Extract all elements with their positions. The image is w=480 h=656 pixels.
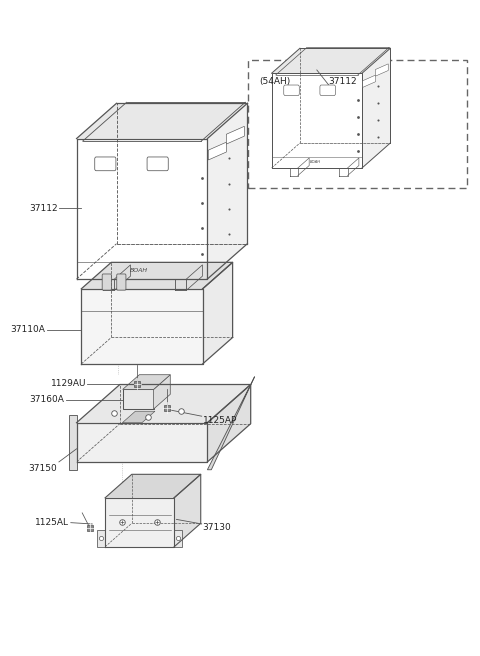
Polygon shape — [207, 377, 254, 470]
Text: 37112: 37112 — [29, 204, 58, 213]
FancyBboxPatch shape — [320, 85, 336, 96]
Text: (54AH): (54AH) — [259, 77, 290, 85]
Polygon shape — [203, 262, 233, 364]
FancyBboxPatch shape — [95, 157, 116, 171]
Polygon shape — [122, 411, 155, 422]
FancyBboxPatch shape — [117, 274, 126, 290]
Polygon shape — [227, 127, 244, 144]
Text: BOAH: BOAH — [130, 268, 148, 273]
Text: 1129AU: 1129AU — [50, 379, 86, 388]
Text: 1125AP: 1125AP — [203, 417, 237, 425]
Text: BOAH: BOAH — [310, 160, 321, 164]
Text: 37110A: 37110A — [11, 325, 46, 335]
Polygon shape — [76, 103, 247, 138]
Polygon shape — [105, 474, 201, 498]
Polygon shape — [76, 384, 251, 422]
Polygon shape — [174, 474, 201, 547]
Bar — [97, 529, 105, 547]
Polygon shape — [76, 422, 207, 462]
Polygon shape — [76, 138, 207, 279]
Polygon shape — [154, 375, 170, 409]
Text: 37160A: 37160A — [30, 396, 65, 404]
Bar — [248, 60, 467, 188]
Text: 1125AL: 1125AL — [36, 518, 70, 527]
Bar — [174, 529, 182, 547]
Polygon shape — [105, 498, 174, 547]
Polygon shape — [81, 289, 203, 364]
Polygon shape — [123, 375, 170, 390]
Polygon shape — [81, 262, 233, 289]
Text: 37130: 37130 — [203, 523, 231, 532]
Polygon shape — [69, 415, 76, 470]
Polygon shape — [363, 75, 375, 87]
FancyBboxPatch shape — [102, 274, 111, 290]
Polygon shape — [208, 142, 227, 160]
Polygon shape — [272, 49, 390, 73]
Polygon shape — [272, 73, 362, 168]
Polygon shape — [123, 390, 154, 409]
FancyBboxPatch shape — [147, 157, 168, 171]
Polygon shape — [375, 64, 388, 76]
FancyBboxPatch shape — [284, 85, 299, 96]
Polygon shape — [207, 384, 251, 462]
Polygon shape — [207, 103, 247, 279]
Text: 37150: 37150 — [29, 464, 58, 473]
Text: 37112: 37112 — [329, 77, 357, 85]
Polygon shape — [362, 49, 390, 168]
